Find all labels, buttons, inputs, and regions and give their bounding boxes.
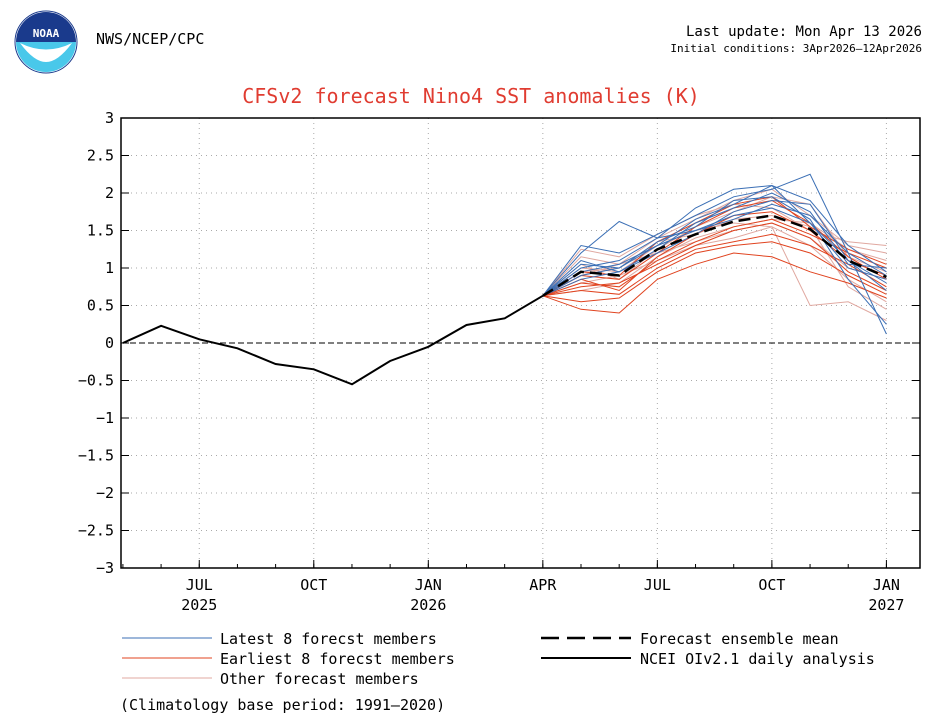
latest-member-line — [542, 199, 887, 297]
legend-latest-label: Latest 8 forecst members — [220, 630, 437, 648]
legend — [122, 636, 631, 679]
earliest-member-line — [542, 241, 887, 303]
legend-observed-label: NCEI OIv2.1 daily analysis — [640, 650, 875, 668]
y-tick-label: 1 — [105, 259, 114, 277]
chart-title: CFSv2 forecast Nino4 SST anomalies (K) — [242, 84, 700, 108]
y-tick-label: −3 — [96, 559, 114, 577]
ensemble-mean-line — [542, 214, 887, 297]
y-tick-label: 0.5 — [87, 297, 114, 315]
agency-label: NWS/NCEP/CPC — [96, 30, 205, 48]
other-member-line — [542, 226, 887, 303]
other-member-line — [542, 218, 887, 297]
climatology-note: (Climatology base period: 1991—2020) — [120, 696, 446, 714]
initial-conditions: Initial conditions: 3Apr2026—12Apr2026 — [670, 42, 922, 55]
x-tick-label: APR — [529, 576, 557, 594]
x-tick-label: OCT — [758, 576, 785, 594]
latest-member-line — [542, 173, 887, 335]
legend-mean-label: Forecast ensemble mean — [640, 630, 839, 648]
noaa-logo: NOAA — [14, 10, 78, 74]
y-tick-label: 3 — [105, 109, 114, 127]
y-tick-label: −2 — [96, 484, 114, 502]
logo-text: NOAA — [33, 27, 60, 40]
y-tick-label: −1.5 — [78, 447, 114, 465]
latest-member-line — [542, 203, 887, 297]
x-tick-label: JUL — [186, 576, 213, 594]
x-tick-year: 2026 — [410, 596, 446, 614]
observed-line — [122, 294, 544, 386]
x-tick-year: 2027 — [868, 596, 904, 614]
earliest-member-line — [542, 252, 887, 314]
x-tick-label: JUL — [644, 576, 671, 594]
x-tick-year: 2025 — [181, 596, 217, 614]
y-tick-label: 1.5 — [87, 222, 114, 240]
y-tick-label: −0.5 — [78, 372, 114, 390]
y-tick-label: −2.5 — [78, 522, 114, 540]
y-tick-label: 2 — [105, 184, 114, 202]
legend-other-label: Other forecast members — [220, 670, 419, 688]
y-tick-label: −1 — [96, 409, 114, 427]
y-tick-label: 2.5 — [87, 147, 114, 165]
legend-earliest-label: Earliest 8 forecst members — [220, 650, 455, 668]
x-tick-label: OCT — [300, 576, 327, 594]
y-tick-label: 0 — [105, 334, 114, 352]
latest-member-line — [542, 196, 887, 325]
x-tick-label: JAN — [415, 576, 442, 594]
earliest-member-line — [542, 199, 887, 297]
latest-member-line — [542, 184, 887, 297]
x-tick-label: JAN — [873, 576, 900, 594]
last-update: Last update: Mon Apr 13 2026 — [685, 24, 922, 40]
